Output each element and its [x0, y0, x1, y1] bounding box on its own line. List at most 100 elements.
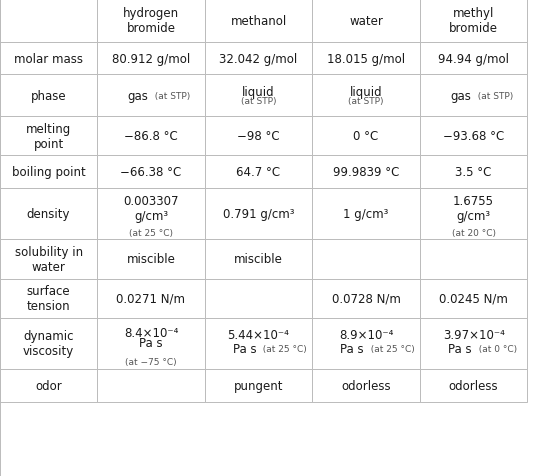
Text: 94.94 g/mol: 94.94 g/mol [438, 52, 509, 66]
Bar [312, 240, 420, 279]
Bar [97, 156, 205, 188]
Bar [420, 43, 527, 75]
Text: (at STP): (at STP) [241, 97, 276, 106]
Bar [312, 75, 420, 117]
Bar [0, 240, 97, 279]
Text: 80.912 g/mol: 80.912 g/mol [112, 52, 190, 66]
Text: 0.0245 N/m: 0.0245 N/m [439, 292, 508, 305]
Text: (at −75 °C): (at −75 °C) [125, 357, 177, 366]
Text: −93.68 °C: −93.68 °C [443, 130, 505, 143]
Text: (at 25 °C): (at 25 °C) [365, 344, 415, 353]
Text: −66.38 °C: −66.38 °C [120, 166, 182, 179]
Text: 3.97×10⁻⁴: 3.97×10⁻⁴ [443, 328, 505, 341]
Text: (at 25 °C): (at 25 °C) [258, 344, 307, 353]
Text: 1 g/cm³: 1 g/cm³ [343, 208, 389, 221]
Bar [205, 75, 312, 117]
Text: surface
tension: surface tension [27, 285, 70, 312]
Bar [97, 240, 205, 279]
Text: −98 °C: −98 °C [237, 130, 280, 143]
Text: 18.015 g/mol: 18.015 g/mol [327, 52, 405, 66]
Text: 5.44×10⁻⁴: 5.44×10⁻⁴ [228, 328, 289, 341]
Bar [205, 318, 312, 369]
Bar [0, 318, 97, 369]
Bar [0, 0, 97, 43]
Bar [312, 279, 420, 318]
Text: 1.6755
g/cm³: 1.6755 g/cm³ [453, 195, 494, 223]
Bar [205, 117, 312, 156]
Text: 64.7 °C: 64.7 °C [236, 166, 281, 179]
Text: liquid: liquid [350, 86, 382, 99]
Bar [312, 318, 420, 369]
Bar [420, 188, 527, 240]
Bar [420, 75, 527, 117]
Bar [0, 369, 97, 402]
Text: (at 25 °C): (at 25 °C) [129, 228, 173, 237]
Bar [97, 43, 205, 75]
Bar [420, 117, 527, 156]
Bar [205, 43, 312, 75]
Bar [205, 369, 312, 402]
Text: 3.5 °C: 3.5 °C [455, 166, 492, 179]
Bar [97, 75, 205, 117]
Bar [312, 0, 420, 43]
Bar [0, 156, 97, 188]
Bar [420, 369, 527, 402]
Text: methanol: methanol [230, 15, 287, 28]
Text: phase: phase [31, 89, 67, 103]
Bar [205, 156, 312, 188]
Bar [420, 279, 527, 318]
Bar [420, 318, 527, 369]
Bar [420, 240, 527, 279]
Text: 8.9×10⁻⁴: 8.9×10⁻⁴ [339, 328, 393, 341]
Text: miscible: miscible [234, 253, 283, 266]
Text: solubility in
water: solubility in water [15, 246, 82, 273]
Bar [0, 117, 97, 156]
Text: methyl
bromide: methyl bromide [449, 8, 498, 35]
Text: boiling point: boiling point [11, 166, 86, 179]
Text: Pa s: Pa s [340, 342, 364, 355]
Bar [97, 117, 205, 156]
Text: density: density [27, 208, 70, 221]
Text: liquid: liquid [242, 86, 275, 99]
Text: 0.0271 N/m: 0.0271 N/m [116, 292, 186, 305]
Bar [97, 279, 205, 318]
Text: 0.791 g/cm³: 0.791 g/cm³ [223, 208, 294, 221]
Bar [97, 188, 205, 240]
Text: (at STP): (at STP) [149, 92, 191, 100]
Bar [97, 369, 205, 402]
Text: molar mass: molar mass [14, 52, 83, 66]
Bar [205, 279, 312, 318]
Bar [312, 156, 420, 188]
Text: hydrogen
bromide: hydrogen bromide [123, 8, 179, 35]
Text: Pa s: Pa s [139, 336, 163, 349]
Bar [0, 279, 97, 318]
Bar [0, 188, 97, 240]
Bar [205, 188, 312, 240]
Bar [205, 240, 312, 279]
Bar [0, 75, 97, 117]
Bar [97, 318, 205, 369]
Bar [205, 0, 312, 43]
Text: 32.042 g/mol: 32.042 g/mol [219, 52, 298, 66]
Text: 0.003307
g/cm³: 0.003307 g/cm³ [123, 195, 179, 223]
Text: gas: gas [127, 89, 148, 103]
Bar [97, 0, 205, 43]
Bar [420, 0, 527, 43]
Text: dynamic
viscosity: dynamic viscosity [23, 330, 74, 357]
Text: 99.9839 °C: 99.9839 °C [333, 166, 399, 179]
Text: −86.8 °C: −86.8 °C [124, 130, 178, 143]
Text: melting
point: melting point [26, 123, 71, 150]
Text: 0 °C: 0 °C [353, 130, 379, 143]
Text: (at 20 °C): (at 20 °C) [452, 228, 496, 237]
Text: Pa s: Pa s [448, 342, 472, 355]
Text: odor: odor [35, 379, 62, 392]
Bar [312, 43, 420, 75]
Text: 0.0728 N/m: 0.0728 N/m [331, 292, 401, 305]
Text: odorless: odorless [449, 379, 498, 392]
Text: pungent: pungent [234, 379, 283, 392]
Bar [312, 117, 420, 156]
Bar [420, 156, 527, 188]
Bar [312, 369, 420, 402]
Text: Pa s: Pa s [233, 342, 257, 355]
Text: (at 0 °C): (at 0 °C) [473, 344, 517, 353]
